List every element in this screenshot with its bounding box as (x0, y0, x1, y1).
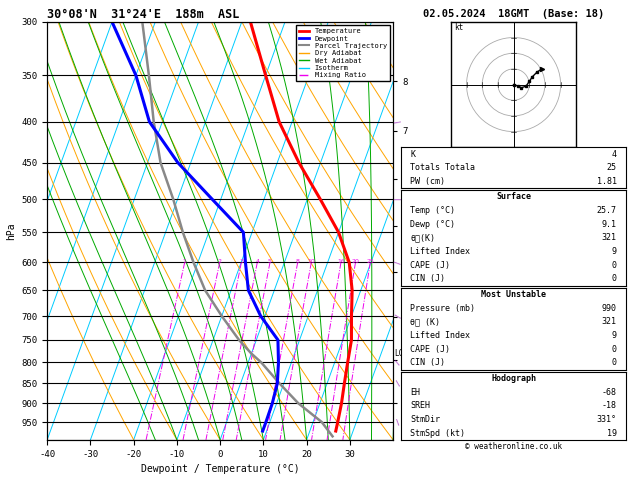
Text: |: | (394, 120, 401, 123)
Text: 0: 0 (612, 345, 617, 354)
Legend: Temperature, Dewpoint, Parcel Trajectory, Dry Adiabat, Wet Adiabat, Isotherm, Mi: Temperature, Dewpoint, Parcel Trajectory… (296, 25, 389, 81)
Text: |: | (394, 359, 401, 366)
Text: 1.81: 1.81 (597, 177, 617, 186)
Text: 30°08'N  31°24'E  188m  ASL: 30°08'N 31°24'E 188m ASL (47, 8, 240, 21)
Text: StmSpd (kt): StmSpd (kt) (410, 429, 465, 437)
Text: 20: 20 (352, 259, 359, 264)
Text: kt: kt (454, 23, 464, 32)
Text: |: | (394, 198, 401, 200)
Text: 8: 8 (296, 259, 299, 264)
Text: |: | (394, 313, 401, 319)
Text: 9.1: 9.1 (602, 220, 617, 229)
Text: LCL: LCL (394, 349, 408, 358)
Text: EH: EH (410, 387, 420, 397)
Text: 19: 19 (607, 429, 617, 437)
X-axis label: Dewpoint / Temperature (°C): Dewpoint / Temperature (°C) (141, 464, 299, 474)
Text: |: | (394, 260, 401, 265)
Text: 9: 9 (612, 331, 617, 340)
Text: 1: 1 (183, 259, 187, 264)
Text: Temp (°C): Temp (°C) (410, 206, 455, 215)
Text: 10: 10 (308, 259, 315, 264)
Text: -68: -68 (602, 387, 617, 397)
Text: 321: 321 (602, 233, 617, 243)
Text: 990: 990 (602, 304, 617, 312)
Y-axis label: hPa: hPa (6, 222, 16, 240)
Text: Pressure (mb): Pressure (mb) (410, 304, 476, 312)
Text: Dewp (°C): Dewp (°C) (410, 220, 455, 229)
Text: © weatheronline.co.uk: © weatheronline.co.uk (465, 442, 562, 451)
Text: 0: 0 (612, 358, 617, 367)
Text: 0: 0 (612, 261, 617, 270)
Text: CAPE (J): CAPE (J) (410, 345, 450, 354)
Text: 02.05.2024  18GMT  (Base: 18): 02.05.2024 18GMT (Base: 18) (423, 9, 604, 19)
Text: 9: 9 (612, 247, 617, 256)
Text: 321: 321 (602, 317, 617, 326)
Text: CIN (J): CIN (J) (410, 358, 445, 367)
Text: 2: 2 (218, 259, 221, 264)
Text: -18: -18 (602, 401, 617, 410)
Text: θᴄ (K): θᴄ (K) (410, 317, 440, 326)
Text: 16: 16 (337, 259, 345, 264)
Text: Surface: Surface (496, 192, 531, 202)
Text: 25.7: 25.7 (597, 206, 617, 215)
Text: 25: 25 (607, 163, 617, 172)
Text: Lifted Index: Lifted Index (410, 247, 470, 256)
Text: |: | (395, 418, 399, 426)
Text: StmDir: StmDir (410, 415, 440, 424)
Text: PW (cm): PW (cm) (410, 177, 445, 186)
Text: θᴄ(K): θᴄ(K) (410, 233, 435, 243)
Text: 4: 4 (612, 150, 617, 158)
Text: Most Unstable: Most Unstable (481, 290, 546, 299)
Text: CIN (J): CIN (J) (410, 275, 445, 283)
Text: 3: 3 (240, 259, 243, 264)
Text: Totals Totala: Totals Totala (410, 163, 476, 172)
Text: SREH: SREH (410, 401, 430, 410)
Text: 25: 25 (366, 259, 374, 264)
Text: 4: 4 (255, 259, 259, 264)
Text: K: K (410, 150, 415, 158)
Text: 5: 5 (268, 259, 272, 264)
Text: Hodograph: Hodograph (491, 374, 536, 383)
Text: |: | (394, 380, 400, 387)
Text: CAPE (J): CAPE (J) (410, 261, 450, 270)
Text: Lifted Index: Lifted Index (410, 331, 470, 340)
Text: 331°: 331° (597, 415, 617, 424)
Y-axis label: km
ASL: km ASL (411, 211, 426, 231)
Text: 0: 0 (612, 275, 617, 283)
